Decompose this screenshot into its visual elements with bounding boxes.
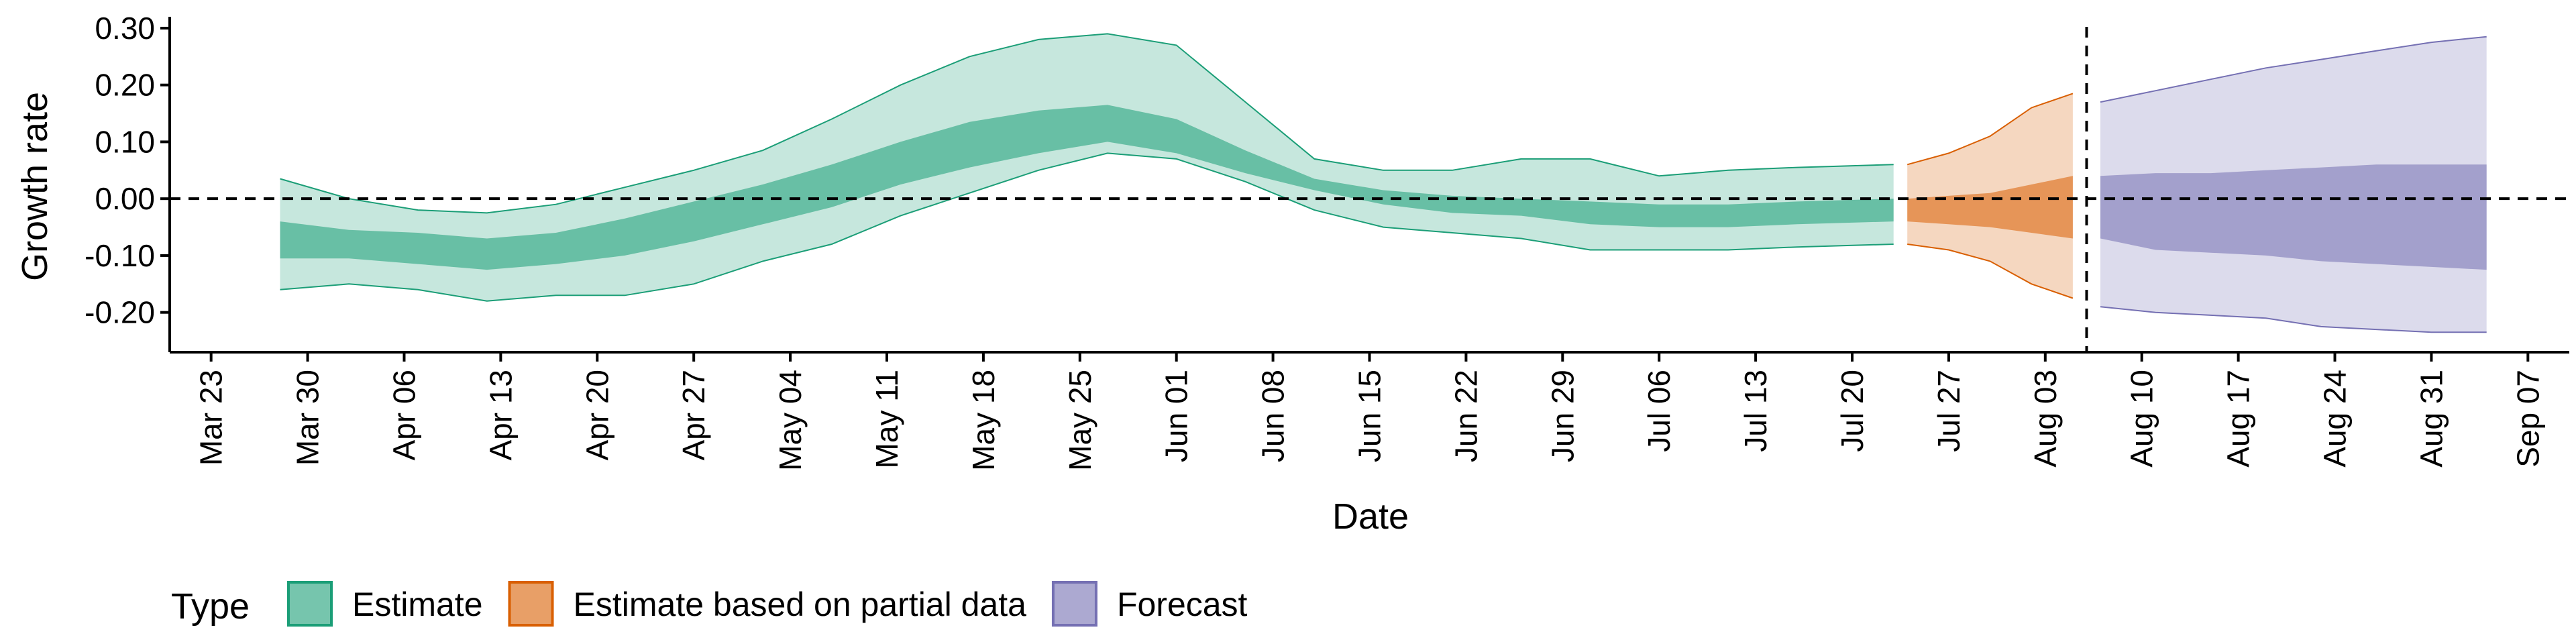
x-tick-label: Aug 03 xyxy=(2028,370,2063,468)
x-tick-label: Jul 13 xyxy=(1738,370,1773,452)
x-tick-label: Apr 06 xyxy=(386,370,421,461)
x-tick-label: Aug 31 xyxy=(2414,370,2449,468)
x-tick-label: May 04 xyxy=(773,370,808,471)
band-upper-edge-0 xyxy=(280,33,1894,214)
legend-swatch xyxy=(287,581,333,627)
axes: -0.20 -0.10 0.00 0.10 0.20 0.30 Mar 23 Mar 30 Ap… xyxy=(85,11,2569,471)
band-lower-edge-2 xyxy=(2100,306,2487,333)
x-tick-label: Jun 15 xyxy=(1352,370,1387,462)
x-tick-label: Apr 20 xyxy=(580,370,614,461)
series-bands xyxy=(280,33,2487,333)
reference-lines xyxy=(170,27,2569,352)
x-tick-label: Apr 27 xyxy=(676,370,711,461)
legend-item-2: Forecast xyxy=(1051,581,1248,627)
x-tick-label: Aug 24 xyxy=(2318,370,2353,468)
x-tick-label: Jun 22 xyxy=(1448,370,1483,462)
x-tick-label: Jun 08 xyxy=(1256,370,1291,462)
x-tick-label: Jul 06 xyxy=(1642,370,1676,452)
y-tick-label: -0.20 xyxy=(85,295,155,330)
band-upper-edge-2 xyxy=(2100,36,2487,103)
x-tick-label: Aug 17 xyxy=(2221,370,2256,468)
legend-label: Forecast xyxy=(1117,586,1248,623)
x-tick-label: Sep 07 xyxy=(2510,370,2545,468)
y-tick-label: 0.30 xyxy=(95,11,155,46)
band-lower-edge-1 xyxy=(1907,244,2074,299)
band-50-0 xyxy=(280,105,1894,270)
series-1 xyxy=(1907,93,2074,299)
band-lower-edge-0 xyxy=(280,152,1894,302)
legend-item-1: Estimate based on partial data xyxy=(508,581,1027,627)
x-tick-label: May 18 xyxy=(966,370,1001,471)
band-50-2 xyxy=(2100,164,2487,270)
legend-item-0: Estimate xyxy=(287,581,483,627)
x-tick-label: May 25 xyxy=(1063,370,1097,471)
legend-swatch xyxy=(1051,581,1097,627)
legend-swatch xyxy=(508,581,554,627)
y-tick-label: 0.00 xyxy=(95,181,155,216)
band-upper-edge-1 xyxy=(1907,93,2074,166)
x-tick-label: May 11 xyxy=(869,370,904,468)
series-0 xyxy=(280,33,1894,302)
x-tick-label: Jul 27 xyxy=(1931,370,1966,452)
x-tick-label: Mar 23 xyxy=(194,370,229,466)
x-tick-label: Jun 29 xyxy=(1545,370,1580,462)
band-50-1 xyxy=(1907,176,2073,239)
y-axis-title: Growth rate xyxy=(15,92,55,281)
x-axis-title: Date xyxy=(1332,496,1409,537)
legend: Type Estimate Estimate based on partial d… xyxy=(171,581,1248,627)
y-tick-label: 0.20 xyxy=(95,68,155,103)
x-tick-label: Mar 30 xyxy=(290,370,325,466)
y-tick-label: 0.10 xyxy=(95,124,155,159)
x-tick-label: Jul 20 xyxy=(1835,370,1870,452)
x-tick-label: Aug 10 xyxy=(2125,370,2159,468)
legend-title: Type xyxy=(171,586,250,627)
series-2 xyxy=(2100,36,2487,333)
y-tick-label: -0.10 xyxy=(85,238,155,273)
legend-label: Estimate xyxy=(352,586,483,623)
x-tick-label: Apr 13 xyxy=(483,370,518,461)
legend-label: Estimate based on partial data xyxy=(574,586,1027,623)
x-tick-label: Jun 01 xyxy=(1159,370,1194,462)
